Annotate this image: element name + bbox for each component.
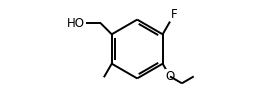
Text: O: O [165, 70, 175, 83]
Text: F: F [171, 8, 178, 21]
Text: HO: HO [67, 17, 85, 30]
